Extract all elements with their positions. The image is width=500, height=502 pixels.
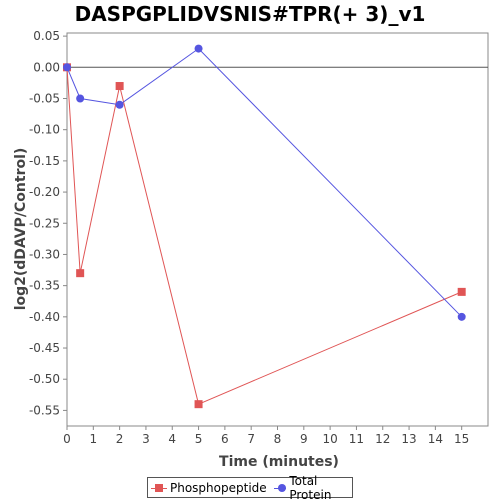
legend-label-phosphopeptide: Phosphopeptide bbox=[170, 480, 267, 495]
legend-swatch-circle bbox=[273, 483, 287, 493]
y-tick-label: -0.30 bbox=[29, 247, 60, 261]
x-tick-label: 13 bbox=[401, 432, 416, 446]
x-tick-label: 14 bbox=[428, 432, 443, 446]
data-point-phosphopeptide bbox=[76, 269, 85, 278]
plot-background bbox=[66, 32, 489, 427]
data-point-total-protein bbox=[457, 312, 466, 321]
legend: Phosphopeptide Total Protein bbox=[147, 474, 353, 502]
x-tick-label: 5 bbox=[195, 432, 203, 446]
y-tick-label: -0.35 bbox=[29, 279, 60, 293]
series-layer bbox=[63, 44, 466, 409]
chart-title: DASPGPLIDVSNIS#TPR(+ 3)_v1 bbox=[74, 2, 426, 26]
y-tick-label: -0.40 bbox=[29, 310, 60, 324]
data-point-phosphopeptide bbox=[115, 82, 124, 91]
x-tick-label: 0 bbox=[63, 432, 71, 446]
x-tick-label: 12 bbox=[375, 432, 390, 446]
x-tick-label: 2 bbox=[116, 432, 124, 446]
y-tick-label: 0.05 bbox=[33, 29, 60, 43]
axes-layer: 0.05 0.00 -0.05 -0.10 -0.15 -0.20 -0.25 -0.30 -0… bbox=[29, 29, 488, 446]
y-tick-label: -0.50 bbox=[29, 372, 60, 386]
data-point-total-protein bbox=[76, 94, 85, 103]
legend-label-total-protein: Total Protein bbox=[289, 473, 332, 502]
y-tick-label: -0.55 bbox=[29, 403, 60, 417]
y-tick-label: -0.15 bbox=[29, 154, 60, 168]
legend-item-phosphopeptide: Phosphopeptide bbox=[151, 481, 267, 495]
y-tick-label: -0.10 bbox=[29, 123, 60, 137]
x-tick-label: 10 bbox=[322, 432, 337, 446]
x-tick-label: 15 bbox=[454, 432, 469, 446]
y-tick-label: -0.20 bbox=[29, 185, 60, 199]
x-tick-label: 1 bbox=[89, 432, 97, 446]
data-point-total-protein bbox=[63, 63, 71, 72]
data-point-total-protein bbox=[115, 100, 124, 109]
data-point-phosphopeptide bbox=[457, 287, 466, 296]
x-tick-label: 7 bbox=[247, 432, 255, 446]
data-point-total-protein bbox=[194, 44, 203, 53]
y-axis-title: log2(dDAVP/Control) bbox=[13, 148, 29, 311]
x-tick-label: 11 bbox=[349, 432, 364, 446]
x-tick-label: 4 bbox=[168, 432, 176, 446]
legend-swatch-square bbox=[151, 483, 167, 493]
legend-item-total-protein: Total Protein bbox=[273, 473, 348, 502]
y-tick-label: 0.00 bbox=[33, 60, 60, 74]
y-tick-label: -0.05 bbox=[29, 92, 60, 106]
x-tick-label: 3 bbox=[142, 432, 150, 446]
data-point-phosphopeptide bbox=[194, 400, 203, 409]
y-tick-label: -0.25 bbox=[29, 216, 60, 230]
x-axis-title: Time (minutes) bbox=[219, 454, 339, 470]
x-tick-label: 6 bbox=[221, 432, 229, 446]
y-tick-label: -0.45 bbox=[29, 341, 60, 355]
x-tick-label: 9 bbox=[300, 432, 308, 446]
x-tick-label: 8 bbox=[274, 432, 282, 446]
